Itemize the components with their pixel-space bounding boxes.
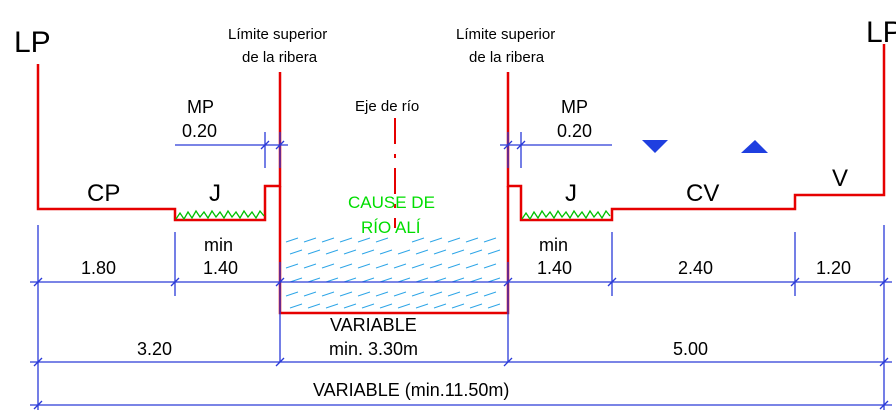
limit-left-label-line2: de la ribera [242, 49, 318, 66]
dim-3-20: 3.20 [137, 339, 172, 359]
mp-right-dimension [500, 132, 612, 168]
cp-label: CP [87, 180, 120, 207]
dim-1-40-left: 1.40 [203, 258, 238, 278]
min-left-label: min [204, 235, 233, 255]
dim-variable: VARIABLE [330, 315, 417, 335]
dim-5-00: 5.00 [673, 339, 708, 359]
cause-label-line1: CAUSE DE [348, 193, 435, 212]
mp-right-label: MP [561, 97, 588, 117]
mp-left-value: 0.20 [182, 121, 217, 141]
limit-right-label-line2: de la ribera [469, 49, 545, 66]
water-level-down-icon [642, 140, 668, 153]
j-left-label: J [209, 180, 221, 207]
lp-right-label: LP [866, 16, 896, 49]
water-level-up-icon [741, 140, 768, 153]
vegetation-right [521, 209, 611, 221]
cv-label: CV [686, 180, 719, 207]
channel-bed [278, 186, 510, 315]
min-right-label: min [539, 235, 568, 255]
v-label: V [832, 165, 848, 192]
dim-total: VARIABLE (min.11.50m) [313, 380, 509, 400]
limit-left-label-line1: Límite superior [228, 26, 327, 43]
vegetation-left [175, 209, 265, 221]
mp-left-dimension [175, 132, 288, 168]
water-hatch [285, 237, 501, 309]
river-axis-label: Eje de río [355, 98, 419, 115]
dim-2-40: 2.40 [678, 258, 713, 278]
cause-label-line2: RÍO ALÍ [361, 218, 421, 237]
j-right-label: J [565, 180, 577, 207]
section-profile-left [36, 64, 282, 222]
limit-right-label-line1: Límite superior [456, 26, 555, 43]
dim-min-3-30: min. 3.30m [329, 339, 418, 359]
dim-1-40-right: 1.40 [537, 258, 572, 278]
dim-1-80: 1.80 [81, 258, 116, 278]
mp-right-value: 0.20 [557, 121, 592, 141]
section-profile-right [506, 44, 886, 222]
dimension-row-1 [30, 225, 892, 410]
dim-1-20: 1.20 [816, 258, 851, 278]
dimension-row-2 [30, 357, 892, 367]
lp-left-label: LP [14, 26, 51, 59]
mp-left-label: MP [187, 97, 214, 117]
dimension-row-3 [30, 400, 892, 410]
